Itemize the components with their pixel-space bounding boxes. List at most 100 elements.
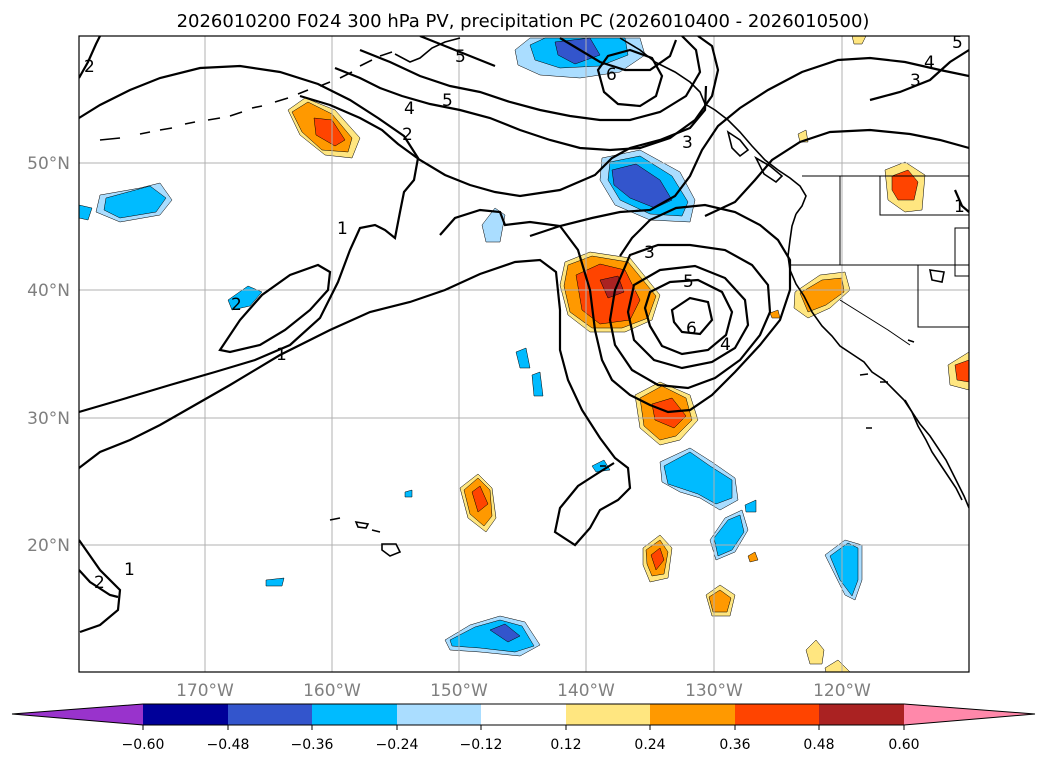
lat-label-20n: 20°N: [27, 536, 70, 556]
colorbar-bin-4: [397, 704, 481, 725]
pv-4-ne: [869, 49, 969, 102]
shade-pos-hawaii-max: [471, 485, 489, 513]
pv-label-1-mid: 1: [337, 219, 348, 239]
shade-neg-small-a: [515, 347, 531, 369]
colorbar-tick-labels: −0.60 −0.48 −0.36 −0.24 −0.12 0.12 0.24 …: [122, 737, 920, 753]
shade-pos-aleutian-max: [313, 117, 346, 147]
lat-label-40n: 40°N: [27, 281, 70, 301]
shade-neg-far-west: [79, 204, 93, 221]
shade-neg-west-core: [103, 185, 167, 219]
longitude-labels: 170°W 160°W 150°W 140°W 130°W 120°W: [176, 681, 871, 701]
colorbar-label-6: 0.12: [550, 737, 581, 753]
baja-coast: [904, 399, 963, 501]
pv-2-ne: [953, 189, 969, 213]
map-title: 2026010200 F024 300 hPa PV, precipitatio…: [177, 11, 870, 32]
pv-label-6-north: 6: [606, 65, 617, 85]
lat-label-50n: 50°N: [27, 154, 70, 174]
channel-islands: [859, 373, 888, 429]
shade-pos-20n-max: [650, 547, 665, 571]
shade-pos-ca-core: [799, 277, 845, 313]
map-frame: [78, 35, 970, 673]
pv-2-inner: [439, 203, 792, 414]
colorbar-bin-6: [566, 704, 650, 725]
lat-label-30n: 30°N: [27, 409, 70, 429]
lon-label-160w: 160°W: [303, 681, 361, 701]
pv-label-2-upper: 2: [402, 125, 413, 145]
pv-2-nw: [79, 36, 101, 79]
pv-label-2-far-sw: 2: [94, 573, 105, 593]
pv-6-upper: [596, 48, 664, 108]
shade-neg-tiny-b: [404, 489, 413, 498]
pv-label-3-upper: 3: [682, 133, 693, 153]
pv-5-upper: [359, 36, 702, 122]
shade-neg-small-b: [531, 371, 544, 397]
lon-label-120w: 120°W: [813, 681, 871, 701]
colorbar-label-10: 0.60: [888, 737, 919, 753]
pv-contours: [79, 36, 969, 634]
pv-label-6-center: 6: [686, 319, 697, 339]
pv-label-5-center: 5: [683, 272, 694, 292]
pv-label-3-ne: 3: [910, 71, 921, 91]
pv-label-4-upper: 4: [404, 99, 415, 119]
shade-neg-subtrop-core: [663, 451, 733, 505]
colorbar: −0.60 −0.48 −0.36 −0.24 −0.12 0.12 0.24 …: [11, 703, 1036, 753]
shade-pos-baja-core: [954, 359, 969, 383]
lon-label-140w: 140°W: [557, 681, 615, 701]
alaska-coast: [394, 37, 807, 215]
shade-neg-small-sw: [227, 285, 263, 311]
hawaii-islands: [329, 517, 402, 557]
pv-1-west: [79, 539, 122, 634]
pv-2-loop: [218, 263, 332, 354]
colorbar-bin-7: [650, 704, 735, 725]
colorbar-bin-9: [819, 704, 904, 725]
colorbar-label-2: −0.48: [207, 737, 250, 753]
pv-1-loop: [79, 258, 632, 547]
pv-5-ring: [643, 278, 734, 356]
pv-3-upper: [529, 56, 969, 238]
pv-2-main: [299, 85, 708, 198]
pv-label-1-ne: 1: [954, 197, 965, 217]
colorbar-label-8: 0.36: [719, 737, 750, 753]
shade-neg-chain-core: [713, 514, 745, 557]
colorbar-label-9: 0.48: [803, 737, 834, 753]
pv-6-ring: [670, 296, 714, 336]
shade-neg-south-max: [489, 623, 521, 643]
small-islands: [600, 269, 945, 467]
lon-label-170w: 170°W: [176, 681, 234, 701]
lon-label-130w: 130°W: [685, 681, 743, 701]
map-area: 6 5 5 4 3 2 1 1 2 2 1 3 5 6 4 3 4 5 2 1: [79, 33, 969, 672]
colorbar-ticks: [142, 725, 905, 730]
colorbar-bin-2: [228, 704, 312, 725]
pv-label-5-north: 5: [455, 47, 466, 67]
shade-pos-montana-core: [891, 169, 919, 201]
shade-neg-tiny-d: [744, 499, 757, 513]
pv-3-arc: [704, 128, 969, 217]
shade-neg-south-core: [449, 619, 535, 653]
colorbar-bin-1: [143, 704, 228, 725]
pv-label-5-ne: 5: [952, 33, 963, 53]
pv-label-5-upper: 5: [442, 91, 453, 111]
lon-label-150w: 150°W: [430, 681, 488, 701]
coastlines: [99, 37, 969, 557]
shade-pos-small-d: [747, 551, 759, 563]
colorbar-bin-8: [735, 704, 819, 725]
colorbar-label-3: −0.36: [291, 737, 334, 753]
shade-neg-120w-core: [829, 542, 859, 597]
shade-neg-tiny-a: [265, 577, 285, 587]
pv-4-upper: [334, 36, 720, 152]
graticule: [79, 36, 969, 672]
pv-label-2-nw: 2: [84, 57, 95, 77]
pv-contour-labels: 6 5 5 4 3 2 1 1 2 2 1 3 5 6 4 3 4 5 2 1: [84, 33, 965, 593]
colorbar-extend-high: [904, 704, 1035, 725]
shade-pos-small-f: [797, 129, 809, 143]
colorbar-extend-low: [12, 704, 143, 725]
latitude-labels: 50°N 40°N 30°N 20°N: [27, 154, 70, 556]
colorbar-bin-5: [481, 704, 566, 725]
pv-3-main: [608, 243, 772, 390]
shade-pos-small-c: [824, 659, 851, 672]
shade-neg-pnw-max: [611, 163, 673, 209]
colorbar-label-5: −0.12: [460, 737, 503, 753]
shade-neg-gulf-alaska-max: [554, 37, 601, 65]
colorbar-label-7: 0.24: [634, 737, 665, 753]
colorbar-bin-3: [312, 704, 397, 725]
